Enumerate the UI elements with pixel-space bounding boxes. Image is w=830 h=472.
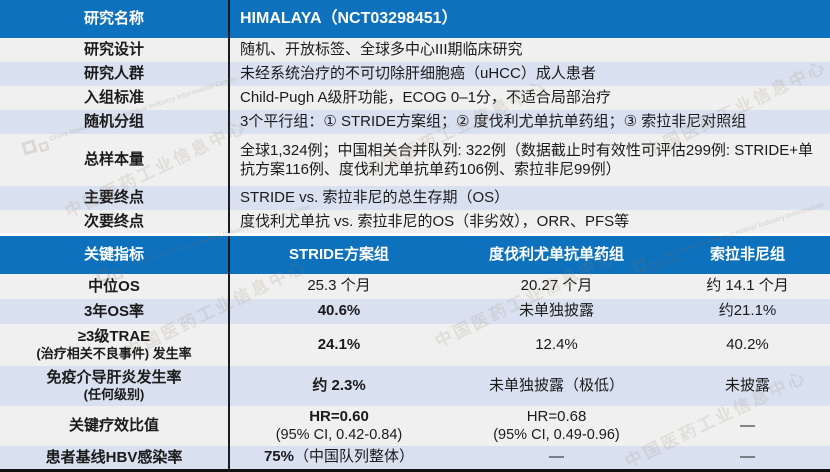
row-label-randomization: 随机分组 — [0, 110, 230, 134]
metric-value: — — [740, 448, 755, 466]
hr-value: HR=0.68 — [526, 407, 587, 425]
metric-label: ≥3级TRAE (治疗相关不良事件) 发生率 — [0, 324, 230, 366]
row-label-secondary-endpoint: 次要终点 — [0, 210, 230, 233]
metrics-col-header-indicator: 关键指标 — [0, 236, 230, 274]
study-title: HIMALAYA（NCT03298451） — [240, 9, 458, 27]
metric-value: — — [549, 448, 564, 466]
metric-label: 患者基线HBV感染率 — [0, 446, 230, 469]
row-value-population: 未经系统治疗的不可切除肝细胞癌（uHCC）成人患者 — [240, 65, 596, 83]
metric-cell: 约 2.3% — [230, 366, 448, 406]
metric-value: 20.27 个月 — [520, 277, 593, 295]
study-header-label: 研究名称 — [0, 0, 230, 38]
metric-value: 未单独披露 — [518, 302, 594, 320]
hr-value: HR=0.60 — [309, 407, 369, 425]
metric-cell: 40.6% — [230, 299, 448, 324]
metric-cell: — — [665, 406, 830, 446]
metric-cell: 25.3 个月 — [230, 274, 448, 299]
table-row-trae: ≥3级TRAE (治疗相关不良事件) 发生率 24.1% 12.4% 40.2% — [0, 324, 830, 366]
metric-label: 关键疗效比值 — [0, 406, 230, 446]
metric-label: 3年OS率 — [0, 299, 230, 324]
hr-ci: (95% CI, 0.49-0.96) — [493, 427, 620, 444]
table-row: 主要终点 STRIDE vs. 索拉非尼的总生存期（OS） — [0, 186, 830, 210]
metric-value: 25.3 个月 — [307, 277, 371, 295]
metric-cell: — — [665, 446, 830, 469]
row-value-primary-endpoint: STRIDE vs. 索拉非尼的总生存期（OS） — [240, 189, 510, 207]
metric-cell: 未披露 — [665, 366, 830, 406]
metric-cell: 约 14.1 个月 — [665, 274, 830, 299]
metric-cell: HR=0.60 (95% CI, 0.42-0.84) — [230, 406, 448, 446]
row-value-enrollment: Child-Pugh A级肝功能，ECOG 0–1分，不适合局部治疗 — [240, 89, 611, 107]
metric-label: 中位OS — [0, 274, 230, 299]
study-header-row: 研究名称 HIMALAYA（NCT03298451） — [0, 0, 830, 38]
table-row: 总样本量 全球1,324例；中国相关合并队列: 322例（数据截止时有效性可评估… — [0, 134, 830, 186]
metric-value: 40.2% — [726, 335, 769, 353]
table-gap — [0, 233, 830, 236]
metrics-header-row: 关键指标 STRIDE方案组 度伐利尤单抗单药组 索拉非尼组 — [0, 236, 830, 274]
metric-cell: 未单独披露 — [448, 299, 665, 324]
table-row-3yr-os: 3年OS率 40.6% 未单独披露 约21.1% — [0, 299, 830, 324]
metric-cell: 40.2% — [665, 324, 830, 366]
metric-value: 未单独披露（极低） — [488, 376, 624, 394]
table-row: 随机分组 3个平行组：① STRIDE方案组；② 度伐利尤单抗单药组；③ 索拉非… — [0, 110, 830, 134]
row-value-randomization: 3个平行组：① STRIDE方案组；② 度伐利尤单抗单药组；③ 索拉非尼对照组 — [240, 113, 747, 131]
metric-cell: 未单独披露（极低） — [448, 366, 665, 406]
row-label-sample-size: 总样本量 — [0, 134, 230, 186]
metric-cell: 24.1% — [230, 324, 448, 366]
metrics-col-header-stride: STRIDE方案组 — [288, 245, 389, 263]
hbv-rate: 75% — [263, 448, 294, 466]
metrics-col-header-durvalumab: 度伐利尤单抗单药组 — [488, 245, 624, 263]
metric-value: 40.6% — [317, 302, 361, 320]
key-metrics-table: 关键指标 STRIDE方案组 度伐利尤单抗单药组 索拉非尼组 中位OS 25.3… — [0, 236, 830, 469]
row-label-study-design: 研究设计 — [0, 38, 230, 62]
metric-cell: 12.4% — [448, 324, 665, 366]
row-value-secondary-endpoint: 度伐利尤单抗 vs. 索拉非尼的OS（非劣效），ORR、PFS等 — [240, 212, 630, 230]
table-row: 研究人群 未经系统治疗的不可切除肝细胞癌（uHCC）成人患者 — [0, 62, 830, 86]
metric-value: 约21.1% — [718, 302, 777, 320]
metric-value: 24.1% — [317, 335, 361, 353]
table-row-median-os: 中位OS 25.3 个月 20.27 个月 约 14.1 个月 — [0, 274, 830, 299]
table-row: 次要终点 度伐利尤单抗 vs. 索拉非尼的OS（非劣效），ORR、PFS等 — [0, 210, 830, 233]
metric-value: 约 14.1 个月 — [706, 277, 789, 295]
bottom-divider — [0, 469, 830, 472]
table-row-hbv: 患者基线HBV感染率 75%（中国队列整体） — — — [0, 446, 830, 469]
hbv-note: （中国队列整体） — [294, 448, 415, 466]
metric-value: 约 2.3% — [312, 376, 366, 394]
study-info-table: 研究名称 HIMALAYA（NCT03298451） 研究设计 随机、开放标签、… — [0, 0, 830, 233]
metric-cell: 20.27 个月 — [448, 274, 665, 299]
row-label-primary-endpoint: 主要终点 — [0, 186, 230, 210]
metric-label-line1: 免疫介导肝炎发生率 — [46, 369, 182, 387]
metric-value: — — [740, 416, 755, 434]
table-row-hazard-ratio: 关键疗效比值 HR=0.60 (95% CI, 0.42-0.84) HR=0.… — [0, 406, 830, 446]
metric-label-line2: (任何级别) — [83, 387, 145, 403]
table-row: 研究设计 随机、开放标签、全球多中心III期临床研究 — [0, 38, 830, 62]
metric-value: 未披露 — [724, 376, 770, 394]
metric-value: 75%（中国队列整体） — [264, 448, 414, 467]
metrics-col-header-sorafenib: 索拉非尼组 — [709, 245, 785, 263]
row-label-population: 研究人群 — [0, 62, 230, 86]
metric-cell: 75%（中国队列整体） — [230, 446, 448, 469]
metric-label: 免疫介导肝炎发生率 (任何级别) — [0, 366, 230, 406]
row-value-study-design: 随机、开放标签、全球多中心III期临床研究 — [240, 41, 523, 59]
metric-cell: 约21.1% — [665, 299, 830, 324]
metric-label-line2: (治疗相关不良事件) 发生率 — [36, 346, 192, 362]
metric-label-line1: ≥3级TRAE — [77, 328, 151, 346]
metric-cell: HR=0.68 (95% CI, 0.49-0.96) — [448, 406, 665, 446]
hr-ci: (95% CI, 0.42-0.84) — [275, 427, 403, 444]
metric-value: 12.4% — [535, 335, 578, 353]
table-row: 入组标准 Child-Pugh A级肝功能，ECOG 0–1分，不适合局部治疗 — [0, 86, 830, 110]
table-row-hepatitis: 免疫介导肝炎发生率 (任何级别) 约 2.3% 未单独披露（极低） 未披露 — [0, 366, 830, 406]
row-value-sample-size: 全球1,324例；中国相关合并队列: 322例（数据截止时有效性可评估299例:… — [240, 141, 814, 179]
metric-cell: — — [448, 446, 665, 469]
row-label-enrollment: 入组标准 — [0, 86, 230, 110]
